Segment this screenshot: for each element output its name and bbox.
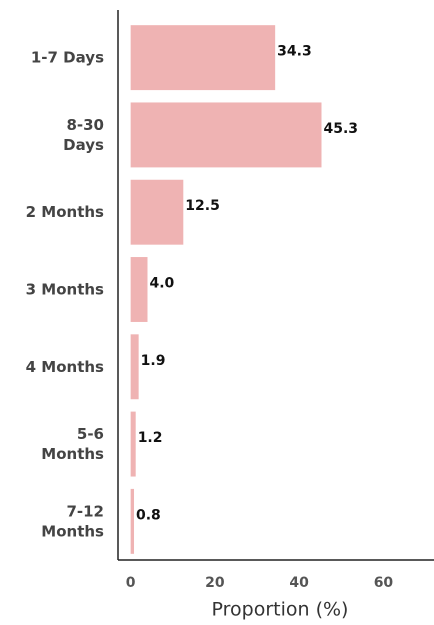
bar [130, 257, 148, 322]
y-tick-label: 4 Months [26, 357, 104, 375]
x-tick-label: 0 [126, 575, 136, 591]
x-tick-label: 40 [289, 575, 309, 591]
x-tick-label: 20 [205, 575, 225, 591]
data-label: 1.9 [141, 353, 166, 369]
data-label: 1.2 [138, 430, 163, 446]
y-tick-label: 5-6 Months [41, 425, 104, 463]
x-tick-label: 60 [374, 575, 394, 591]
y-tick-label: 1-7 Days [31, 48, 104, 66]
data-label: 4.0 [149, 276, 174, 292]
data-label: 12.5 [185, 198, 220, 214]
bar [130, 334, 139, 400]
bar [130, 488, 135, 554]
y-tick-label: 3 Months [26, 280, 104, 298]
data-label: 45.3 [324, 121, 359, 137]
bar [130, 411, 136, 477]
bar [130, 25, 276, 91]
bar [130, 179, 184, 245]
bar [130, 102, 322, 168]
y-tick-label: 7-12 Months [41, 502, 104, 540]
y-tick-label: 2 Months [26, 203, 104, 221]
data-label: 34.3 [277, 44, 312, 60]
x-axis-title: Proportion (%) [212, 599, 349, 621]
y-tick-label: 8-30 Days [63, 115, 104, 153]
data-label: 0.8 [136, 507, 161, 523]
